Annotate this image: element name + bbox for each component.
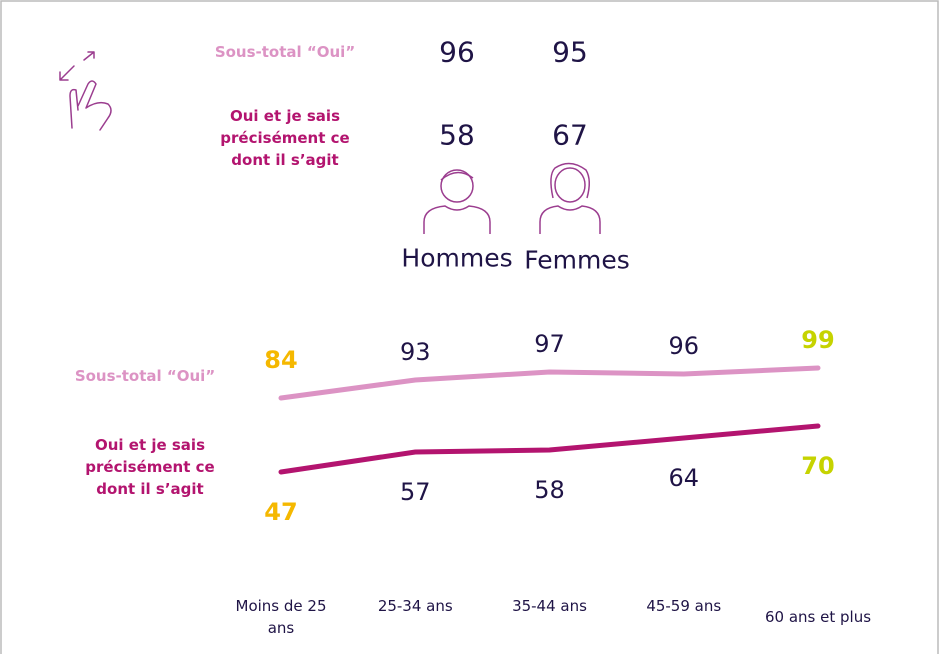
row-label: Oui et je sais précisément ce dont il s’… bbox=[220, 107, 350, 169]
x-tick-label: 60 ans et plus bbox=[764, 608, 872, 626]
x-tick-label: Moins de 25 ans bbox=[235, 597, 327, 637]
data-label: 57 bbox=[399, 478, 431, 506]
data-label: 97 bbox=[534, 330, 565, 358]
gender-value: 67 bbox=[552, 118, 588, 152]
data-label: 93 bbox=[399, 338, 431, 366]
data-label: 47 bbox=[264, 498, 298, 526]
data-label: 84 bbox=[264, 346, 298, 374]
man-icon bbox=[423, 169, 491, 234]
data-label: 96 bbox=[668, 332, 700, 360]
x-tick-label: 25-34 ans bbox=[377, 597, 453, 615]
x-tick-label: 45-59 ans bbox=[646, 597, 722, 615]
legend-label: Oui et je sais précisément ce dont il s’… bbox=[85, 436, 215, 498]
pinch-icon bbox=[59, 51, 112, 131]
data-label: 64 bbox=[668, 464, 700, 492]
gender-value: 96 bbox=[439, 35, 475, 69]
gender-name: Femmes bbox=[524, 245, 630, 275]
series-line bbox=[278, 365, 821, 401]
data-label: 58 bbox=[534, 476, 565, 504]
legend-label: Sous-total “Oui” bbox=[74, 367, 216, 385]
data-label: 70 bbox=[801, 452, 835, 480]
gender-name: Hommes bbox=[401, 243, 513, 273]
x-tick-label: 35-44 ans bbox=[512, 597, 587, 615]
series-line bbox=[278, 423, 821, 475]
gender-value: 58 bbox=[439, 118, 475, 152]
data-label: 99 bbox=[801, 326, 835, 354]
woman-icon bbox=[539, 162, 601, 234]
row-label: Sous-total “Oui” bbox=[214, 43, 356, 61]
gender-value: 95 bbox=[552, 35, 588, 69]
